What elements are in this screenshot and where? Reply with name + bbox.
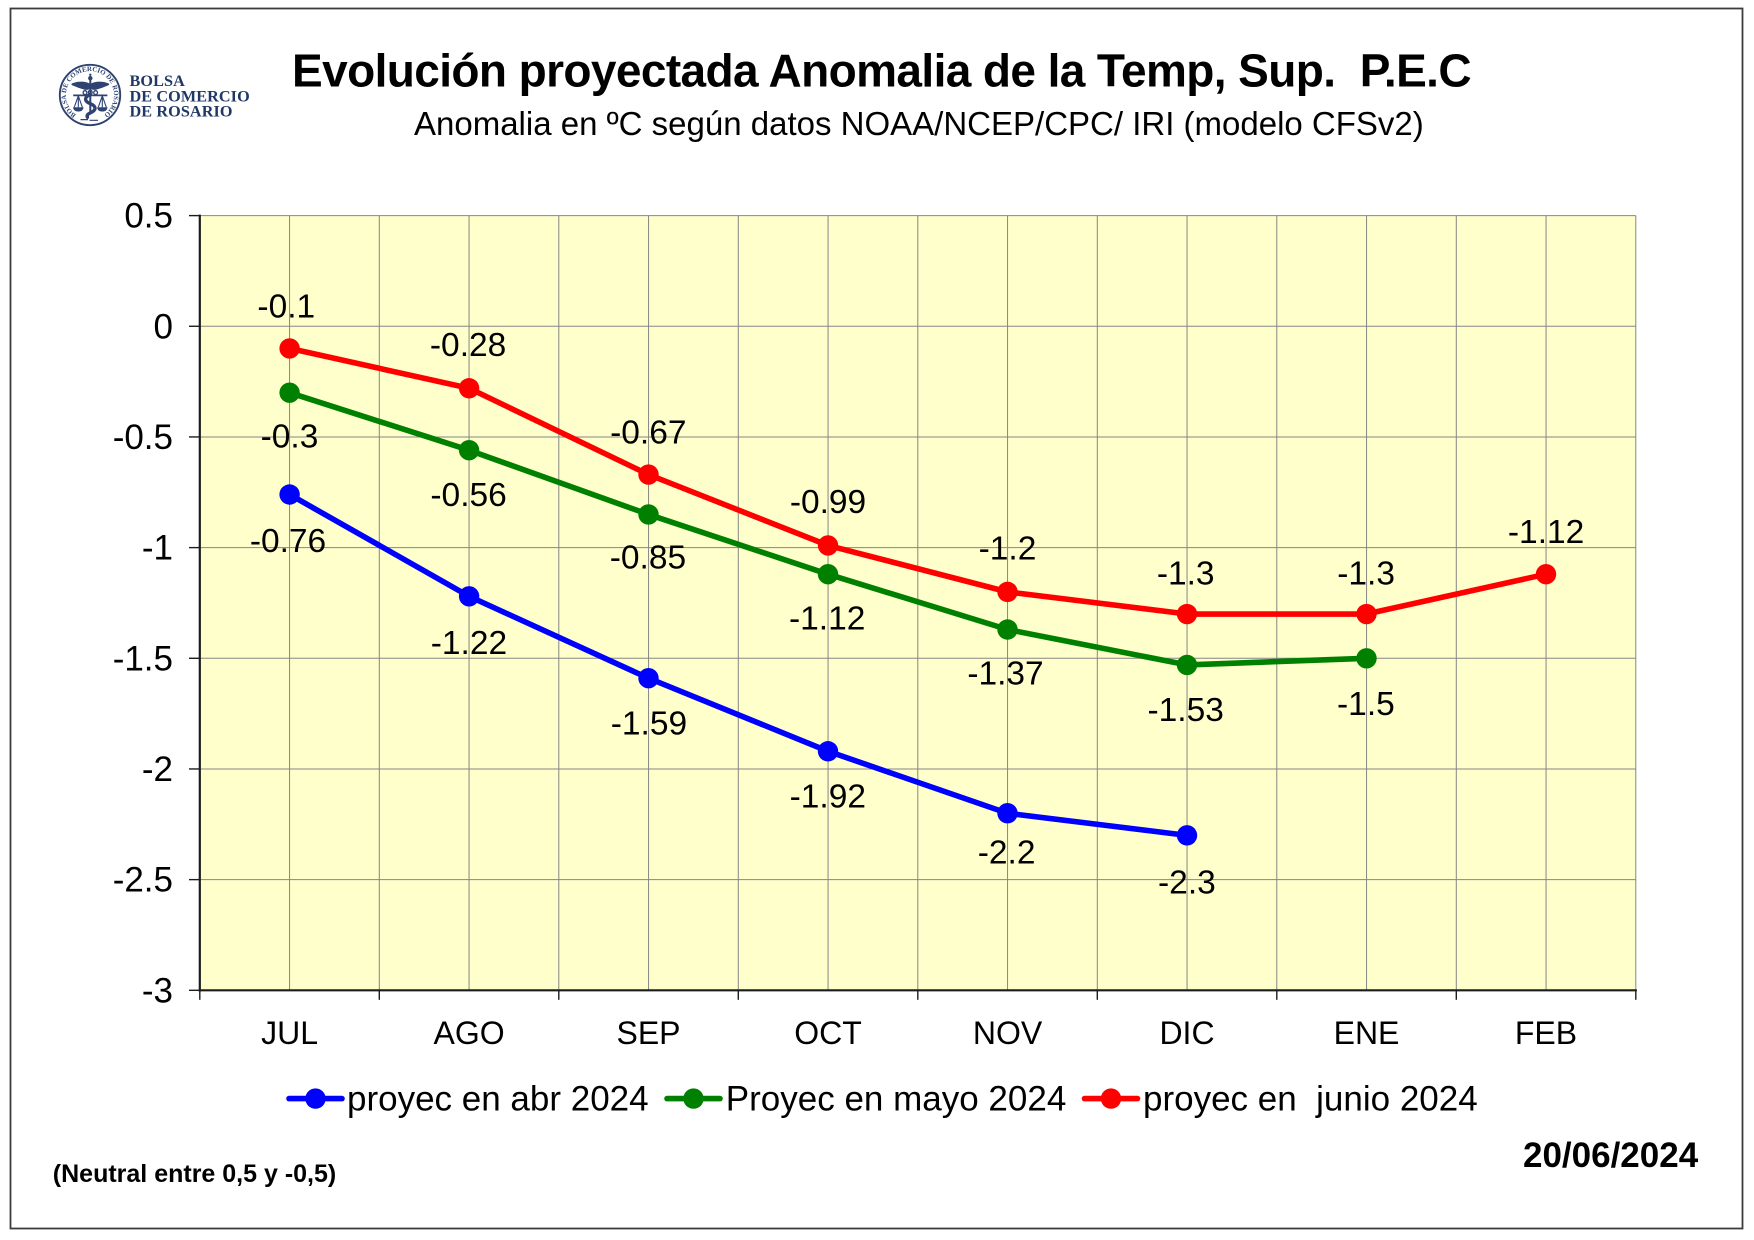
svg-text:JUL: JUL	[261, 1015, 318, 1051]
svg-text:20/06/2024: 20/06/2024	[1523, 1136, 1699, 1175]
svg-text:-0.67: -0.67	[610, 415, 686, 452]
svg-text:DE ROSARIO: DE ROSARIO	[130, 102, 233, 120]
svg-text:DIC: DIC	[1159, 1015, 1214, 1051]
svg-text:-2.3: -2.3	[1158, 864, 1216, 901]
svg-text:-1.37: -1.37	[967, 656, 1043, 693]
svg-text:(Neutral entre 0,5 y -0,5): (Neutral entre 0,5 y -0,5)	[53, 1160, 336, 1188]
svg-text:-2: -2	[142, 750, 173, 789]
svg-text:-2.2: -2.2	[978, 835, 1036, 872]
svg-text:-0.99: -0.99	[790, 484, 866, 521]
svg-text:OCT: OCT	[794, 1015, 862, 1051]
svg-text:-0.5: -0.5	[113, 418, 173, 457]
svg-text:NOV: NOV	[973, 1015, 1043, 1051]
svg-text:SEP: SEP	[616, 1015, 680, 1051]
svg-text:-0.85: -0.85	[610, 540, 686, 577]
svg-text:-0.3: -0.3	[261, 419, 319, 456]
svg-text:-1.5: -1.5	[113, 639, 173, 678]
svg-text:-0.28: -0.28	[430, 327, 506, 364]
svg-text:Evolución proyectada Anomalia: Evolución proyectada Anomalia de la Temp…	[292, 44, 1471, 96]
svg-text:FEB: FEB	[1515, 1015, 1577, 1051]
svg-text:-1.3: -1.3	[1157, 556, 1215, 593]
svg-text:-1.22: -1.22	[431, 625, 507, 662]
svg-text:AGO: AGO	[434, 1015, 505, 1051]
svg-text:0: 0	[154, 307, 173, 346]
svg-text:-1.5: -1.5	[1337, 686, 1395, 723]
svg-text:-3: -3	[142, 971, 173, 1010]
svg-text:-1.2: -1.2	[979, 531, 1037, 568]
svg-text:-2.5: -2.5	[113, 861, 173, 900]
svg-text:-0.76: -0.76	[250, 523, 326, 560]
svg-text:Anomalia en ºC según datos NOA: Anomalia en ºC según datos NOAA/NCEP/CPC…	[414, 105, 1424, 142]
svg-text:-1.92: -1.92	[790, 778, 866, 815]
svg-text:-0.56: -0.56	[430, 477, 506, 514]
svg-text:BOLSA: BOLSA	[130, 72, 186, 90]
svg-text:-1.3: -1.3	[1337, 556, 1395, 593]
svg-text:proyec en abr 2024: proyec en abr 2024	[347, 1080, 649, 1119]
svg-text:-1.12: -1.12	[789, 601, 865, 638]
svg-text:proyec en junio 2024: proyec en junio 2024	[1143, 1080, 1478, 1119]
svg-text:0.5: 0.5	[124, 197, 173, 236]
svg-text:-1: -1	[142, 529, 173, 568]
svg-text:ENE: ENE	[1334, 1015, 1400, 1051]
svg-text:-0.1: -0.1	[257, 288, 315, 325]
svg-text:-1.53: -1.53	[1148, 692, 1224, 729]
svg-text:-1.59: -1.59	[611, 706, 687, 743]
svg-text:Proyec en mayo 2024: Proyec en mayo 2024	[726, 1080, 1066, 1119]
svg-text:-1.12: -1.12	[1508, 514, 1584, 551]
svg-text:DE COMERCIO: DE COMERCIO	[130, 87, 250, 105]
